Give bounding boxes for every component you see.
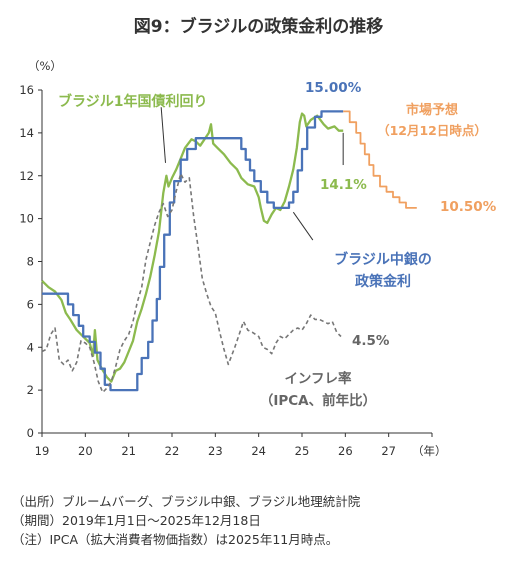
x-tick-label: 21 [121,444,136,458]
footnotes: （出所）ブルームバーグ、ブラジル中銀、ブラジル地理統計院 （期間）2019年1月… [12,492,360,549]
label-policy-current: 15.00% [305,80,362,96]
y-tick-label: 2 [27,383,34,397]
label-inflation-2: （IPCA、前年比） [260,392,376,409]
pointer-policy [292,211,314,241]
y-tick-label: 0 [27,426,34,440]
x-tick-label: 20 [78,444,93,458]
label-bond-current: 14.1% [320,177,367,193]
series-forecast [343,110,417,209]
y-tick-label: 16 [19,83,34,97]
y-axis-label: （%） [28,59,62,73]
label-inflation-current: 4.5% [352,333,390,349]
y-tick-label: 4 [27,340,34,354]
note-source: （出所）ブルームバーグ、ブラジル中銀、ブラジル地理統計院 [12,494,361,509]
series-inflation [41,172,342,394]
y-tick-label: 10 [19,212,34,226]
series-policy-rate [42,110,344,392]
label-forecast-end: 10.50% [440,199,497,215]
chart-title: 図9：ブラジルの政策金利の推移 [133,17,384,37]
label-forecast-2: （12月12日時点） [377,123,487,138]
x-tick-label: 19 [35,444,50,458]
note-remark: （注）IPCA（拡大消費者物価指数）は2025年11月時点。 [12,532,339,547]
x-tick-label: 24 [251,444,266,458]
y-tick-label: 12 [19,169,34,183]
label-bond-yield: ブラジル1年国債利回り [58,93,207,110]
x-axis-label: （年） [412,444,447,458]
x-tick-label: 23 [208,444,223,458]
series-bond-yield [41,112,344,383]
x-tick-label: 25 [295,444,310,458]
label-policy-1: ブラジル中銀の [334,251,432,268]
pointer-bond [160,107,166,163]
note-period: （期間）2019年1月1日～2025年12月18日 [12,513,261,528]
label-policy-2: 政策金利 [355,273,411,290]
y-tick-label: 8 [27,255,34,269]
label-forecast-1: 市場予想 [406,102,458,118]
y-tick-label: 14 [19,126,34,140]
x-tick-label: 22 [165,444,180,458]
label-inflation-1: インフレ率 [284,370,352,387]
x-tick-label: 27 [381,444,396,458]
y-tick-label: 6 [27,297,34,311]
x-tick-label: 26 [338,444,353,458]
